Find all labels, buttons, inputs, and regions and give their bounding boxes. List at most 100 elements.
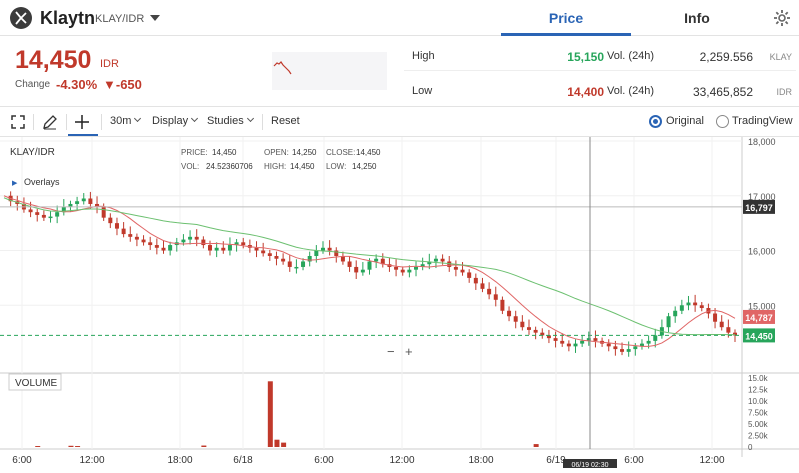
candle bbox=[440, 258, 445, 262]
candle bbox=[114, 223, 119, 229]
display-menu[interactable]: Display bbox=[152, 115, 197, 127]
volume-tick-label: 15.0k bbox=[748, 374, 769, 383]
x-tick-label: 18:00 bbox=[468, 455, 493, 466]
draw-pencil-icon[interactable] bbox=[41, 113, 59, 131]
candle bbox=[507, 310, 512, 317]
candle bbox=[307, 256, 312, 262]
candle bbox=[407, 269, 412, 273]
volume-label: VOLUME bbox=[15, 378, 58, 389]
chart-toolbar: 30m Display Studies Reset Original Tradi… bbox=[0, 107, 799, 137]
candle bbox=[573, 343, 578, 347]
y-tick-label: 15,000 bbox=[748, 301, 776, 311]
candle bbox=[128, 234, 133, 237]
candle bbox=[414, 266, 419, 270]
candle bbox=[241, 242, 246, 246]
candle bbox=[188, 236, 193, 240]
crosshair-icon[interactable] bbox=[73, 113, 91, 131]
candle bbox=[161, 247, 166, 251]
candle bbox=[181, 239, 186, 243]
coin-name[interactable]: Klaytn bbox=[40, 8, 96, 28]
reset-button[interactable]: Reset bbox=[271, 115, 300, 127]
volume-bar bbox=[201, 445, 207, 447]
candle bbox=[201, 239, 206, 246]
price-pane bbox=[0, 137, 742, 372]
coin-select-chevron-icon[interactable] bbox=[150, 15, 160, 21]
volume-bar bbox=[75, 446, 81, 447]
candle bbox=[427, 261, 432, 265]
candle bbox=[334, 250, 339, 256]
volume-label-box bbox=[8, 373, 62, 391]
volume-bar bbox=[281, 442, 287, 447]
candle bbox=[693, 302, 698, 306]
candle bbox=[81, 198, 86, 202]
tab-info[interactable]: Info bbox=[684, 10, 710, 26]
candle bbox=[633, 346, 638, 350]
volume-bar bbox=[35, 446, 41, 447]
price-chart[interactable]: 18,000 17,000 16,000 15,000 6:00 12:00 18:00 6/… bbox=[0, 137, 799, 469]
candle bbox=[593, 338, 598, 341]
divider bbox=[101, 114, 102, 130]
candle bbox=[679, 305, 684, 311]
tab-price[interactable]: Price bbox=[501, 0, 631, 36]
divider bbox=[33, 114, 34, 130]
settings-gear-icon[interactable] bbox=[772, 8, 792, 28]
price-summary: 14,450 IDR Change -4.30% ▼-650 High 15,1… bbox=[0, 36, 799, 107]
candle bbox=[540, 332, 545, 336]
candle bbox=[354, 266, 359, 273]
ma-long-line bbox=[3, 197, 736, 336]
ohlc-label: OPEN: bbox=[264, 148, 289, 157]
divider bbox=[66, 114, 67, 130]
candle bbox=[41, 214, 46, 218]
high-value: 15,150 bbox=[567, 50, 604, 64]
y-tick-label: 17,000 bbox=[748, 192, 776, 202]
candle bbox=[686, 302, 691, 306]
price-chart-svg[interactable]: 18,000 17,000 16,000 15,000 6:00 12:00 18:00 6/… bbox=[0, 137, 799, 469]
studies-menu[interactable]: Studies bbox=[207, 115, 253, 127]
volume-bar bbox=[267, 381, 273, 447]
ohlc-label: HIGH: bbox=[264, 162, 286, 171]
candle bbox=[433, 258, 438, 262]
zoom-out-button[interactable]: − bbox=[387, 344, 395, 359]
ohlc-value: 14,250 bbox=[352, 162, 377, 171]
candle bbox=[281, 258, 286, 262]
candle bbox=[460, 269, 465, 273]
candle bbox=[513, 316, 518, 322]
original-label[interactable]: Original bbox=[666, 115, 704, 127]
fullscreen-icon[interactable] bbox=[9, 113, 27, 131]
candle bbox=[261, 250, 266, 254]
low-value: 14,400 bbox=[567, 85, 604, 99]
candle bbox=[566, 343, 571, 347]
original-radio[interactable] bbox=[649, 115, 662, 128]
change-label: Change bbox=[15, 79, 51, 90]
x-tick-label: 12:00 bbox=[699, 455, 724, 466]
tradingview-radio[interactable] bbox=[716, 115, 729, 128]
candle bbox=[420, 264, 425, 267]
coin-pair[interactable]: KLAY/IDR bbox=[95, 13, 145, 25]
x-tick-label: 6/18 bbox=[233, 455, 253, 466]
candle bbox=[453, 266, 458, 270]
candle bbox=[620, 349, 625, 352]
x-tick-label: 12:00 bbox=[79, 455, 104, 466]
volume-tick-label: 2.50k bbox=[748, 432, 769, 441]
candle bbox=[274, 256, 279, 259]
x-tick-label: 6:00 bbox=[314, 455, 334, 466]
change-percent: -4.30% bbox=[56, 77, 98, 92]
candle bbox=[214, 247, 219, 251]
stats-row-high: High 15,150 Vol. (24h) 2,259.556 KLAY bbox=[404, 36, 796, 71]
change-absolute: ▼-650 bbox=[103, 77, 142, 92]
tradingview-label[interactable]: TradingView bbox=[732, 115, 793, 127]
candle bbox=[493, 294, 498, 300]
candle bbox=[526, 327, 531, 330]
candle bbox=[546, 335, 551, 339]
interval-select[interactable]: 30m bbox=[110, 115, 140, 127]
price-badge-label: 14,787 bbox=[745, 313, 773, 323]
zoom-in-button[interactable]: + bbox=[405, 344, 413, 359]
volume-bar bbox=[533, 444, 539, 447]
volume-idr-unit: IDR bbox=[776, 87, 793, 97]
candle bbox=[88, 198, 93, 204]
candle bbox=[227, 245, 232, 251]
volume-tick-label: 10.0k bbox=[748, 397, 769, 406]
candle bbox=[35, 212, 40, 215]
ma-short-line bbox=[3, 195, 736, 347]
current-price: 14,450 bbox=[15, 46, 92, 74]
